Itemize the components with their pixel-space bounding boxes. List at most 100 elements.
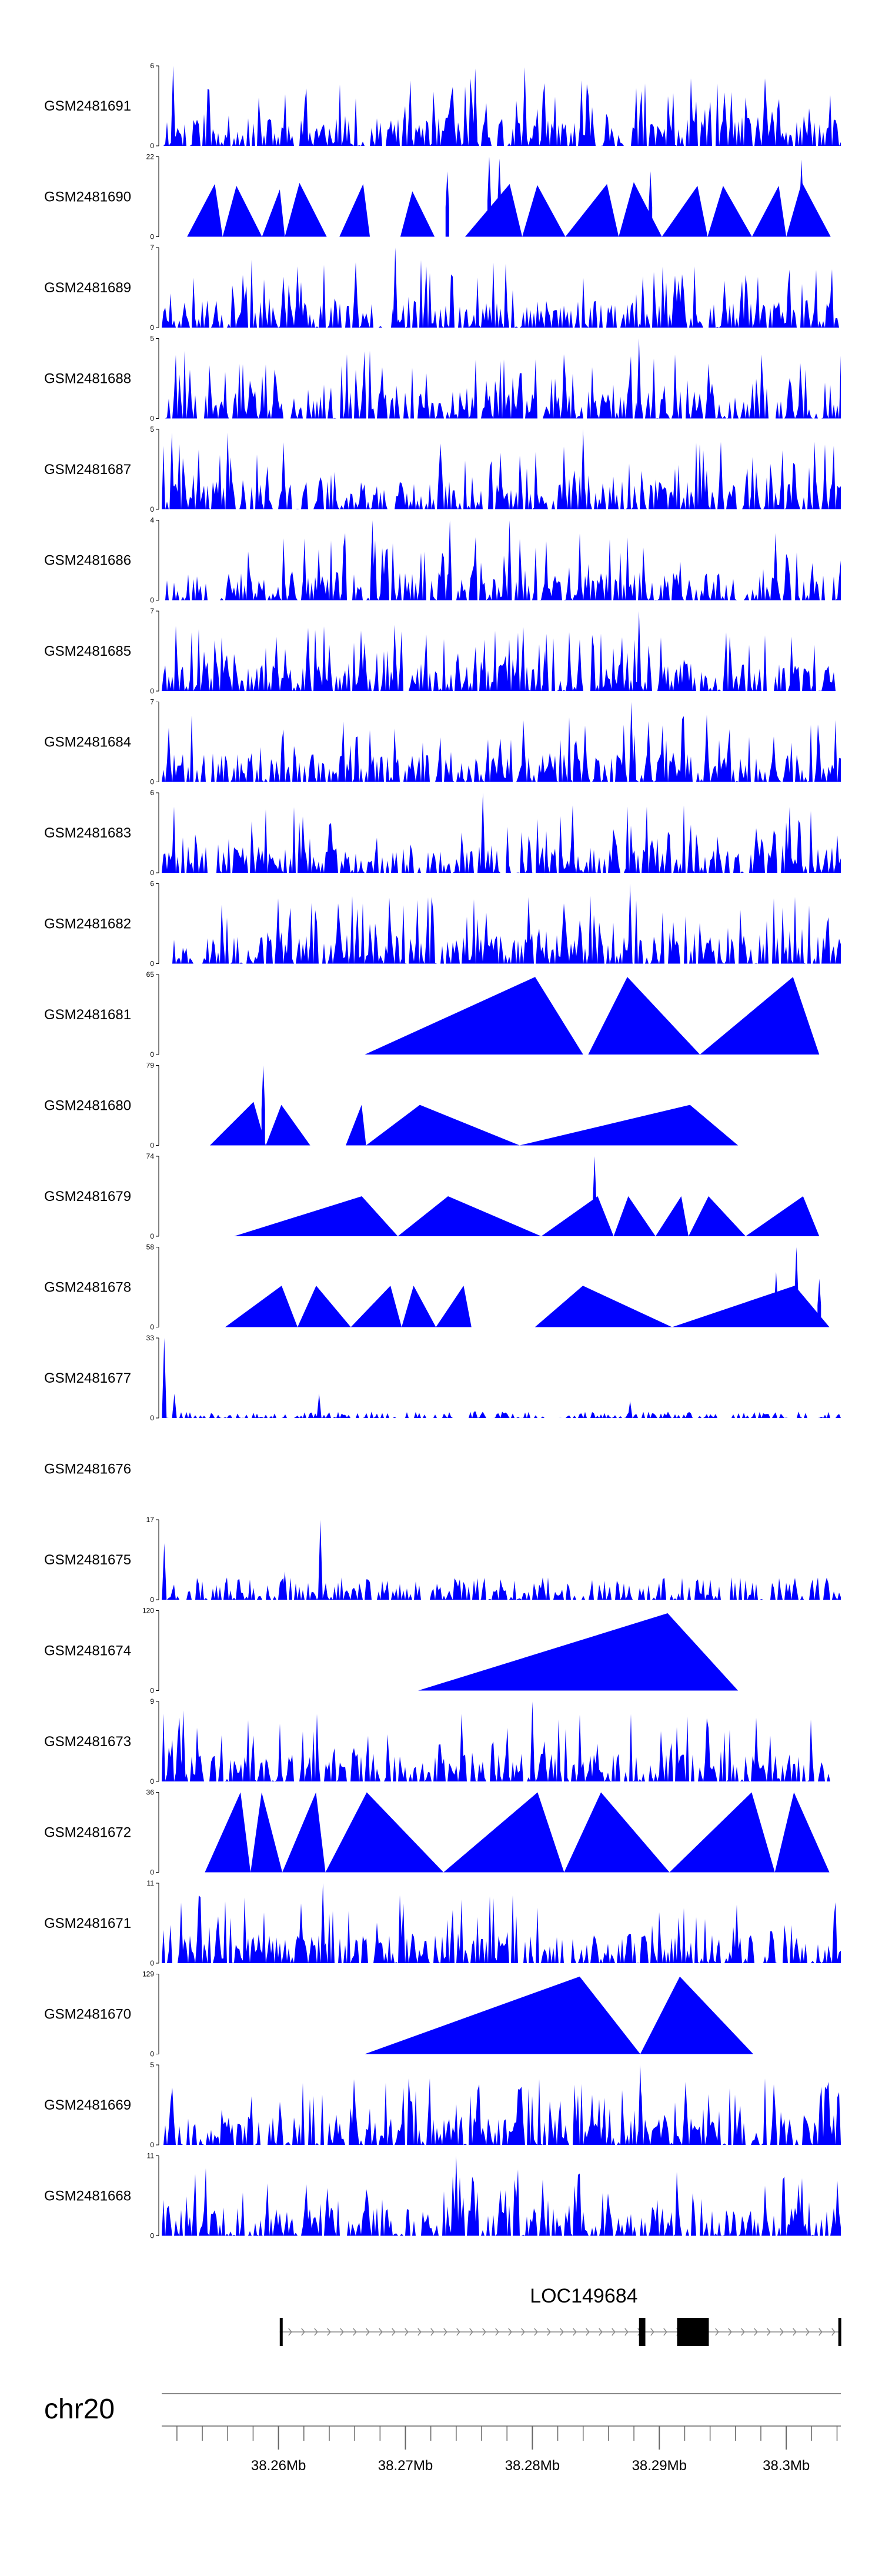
coverage-segment bbox=[564, 1792, 670, 1873]
y-tick-label-max: 58 bbox=[146, 1243, 155, 1252]
coverage-segment bbox=[746, 1196, 820, 1236]
track-label: GSM2481687 bbox=[44, 462, 131, 478]
gene-track: LOC149684 bbox=[279, 2285, 841, 2346]
coverage-peak bbox=[480, 793, 486, 873]
strand-arrow bbox=[612, 2328, 616, 2336]
coverage-peak bbox=[522, 67, 527, 146]
y-tick-label-max: 7 bbox=[150, 243, 154, 252]
y-tick-label-max: 6 bbox=[150, 62, 154, 70]
strand-arrow bbox=[818, 2328, 823, 2336]
strand-arrow bbox=[443, 2328, 447, 2336]
coverage-peak bbox=[621, 725, 626, 782]
coverage-peak bbox=[172, 1393, 177, 1418]
track-gsm2481690: GSM2481690 22 0 bbox=[44, 153, 831, 241]
coverage-segment bbox=[519, 1105, 739, 1146]
strand-arrow bbox=[327, 2328, 331, 2336]
coverage-segment bbox=[402, 1286, 436, 1327]
strand-arrow bbox=[806, 2328, 810, 2336]
track-label: GSM2481691 bbox=[44, 98, 131, 114]
strand-arrow bbox=[780, 2328, 784, 2336]
coverage-area bbox=[162, 1577, 841, 1600]
strand-arrow bbox=[340, 2328, 344, 2336]
coverage-peak bbox=[580, 429, 586, 509]
track-label: GSM2481678 bbox=[44, 1280, 131, 1296]
coverage-area bbox=[162, 351, 841, 419]
strand-arrow bbox=[586, 2328, 590, 2336]
coverage-peak bbox=[169, 432, 175, 509]
y-tick-label-min: 0 bbox=[150, 1050, 154, 1059]
strand-arrow bbox=[495, 2328, 499, 2336]
y-tick-label-min: 0 bbox=[150, 415, 154, 423]
coverage-segment bbox=[465, 183, 523, 237]
coverage-segment bbox=[565, 183, 619, 237]
y-tick-label-max: 74 bbox=[146, 1152, 155, 1160]
track-label: GSM2481686 bbox=[44, 553, 131, 569]
coverage-segment bbox=[443, 1792, 564, 1873]
strand-arrow bbox=[624, 2328, 629, 2336]
coverage-segment bbox=[205, 1792, 251, 1873]
coverage-segment bbox=[707, 185, 752, 237]
y-tick-label-max: 129 bbox=[142, 1970, 154, 1978]
coverage-area bbox=[162, 896, 841, 964]
track-gsm2481671: GSM2481671 11 0 bbox=[44, 1879, 841, 1967]
y-tick-label-max: 65 bbox=[146, 970, 155, 979]
strand-arrow bbox=[521, 2328, 525, 2336]
track-label: GSM2481670 bbox=[44, 2007, 131, 2023]
coverage-peak bbox=[544, 633, 549, 691]
coverage-peak bbox=[794, 1247, 799, 1327]
strand-arrow bbox=[728, 2328, 732, 2336]
y-tick-label-min: 0 bbox=[150, 687, 154, 695]
gene-exon bbox=[639, 2318, 646, 2346]
coverage-peak bbox=[636, 338, 642, 419]
coverage-peak bbox=[171, 66, 176, 146]
y-tick-label-min: 0 bbox=[150, 505, 154, 513]
y-tick-label-min: 0 bbox=[150, 960, 154, 968]
coverage-area bbox=[162, 715, 841, 782]
track-gsm2481673: GSM2481673 9 0 bbox=[44, 1697, 841, 1786]
track-label: GSM2481669 bbox=[44, 2097, 131, 2113]
y-tick-label-max: 5 bbox=[150, 335, 154, 343]
track-gsm2481672: GSM2481672 36 0 bbox=[44, 1788, 830, 1877]
strand-arrow bbox=[547, 2328, 551, 2336]
strand-arrow bbox=[430, 2328, 435, 2336]
strand-arrow bbox=[469, 2328, 473, 2336]
y-tick-label-min: 0 bbox=[150, 2141, 154, 2149]
track-gsm2481678: GSM2481678 58 0 bbox=[44, 1243, 830, 1332]
coverage-area bbox=[162, 533, 841, 600]
coverage-segment bbox=[222, 185, 262, 237]
axis-tick-label: 38.26Mb bbox=[251, 2458, 306, 2474]
track-label: GSM2481683 bbox=[44, 825, 131, 841]
coverage-peak bbox=[530, 1701, 535, 1781]
coverage-segment bbox=[751, 185, 787, 237]
strand-arrow bbox=[599, 2328, 603, 2336]
strand-arrow bbox=[560, 2328, 564, 2336]
coverage-segment bbox=[619, 182, 662, 237]
coverage-segment bbox=[187, 183, 223, 237]
track-label: GSM2481668 bbox=[44, 2188, 131, 2204]
coverage-peak bbox=[507, 520, 512, 600]
coverage-segment bbox=[662, 185, 708, 237]
y-tick-label-max: 5 bbox=[150, 425, 154, 433]
y-tick-label-min: 0 bbox=[150, 1142, 154, 1150]
coverage-peak bbox=[800, 159, 804, 237]
coverage-peak bbox=[162, 1543, 167, 1600]
coverage-peak bbox=[637, 2065, 643, 2145]
coverage-segment bbox=[640, 1976, 754, 2054]
coverage-area bbox=[162, 1895, 841, 1963]
coverage-segment bbox=[786, 182, 831, 237]
track-label: GSM2481684 bbox=[44, 735, 131, 750]
strand-arrow bbox=[508, 2328, 512, 2336]
coverage-segment bbox=[365, 1976, 640, 2054]
track-label: GSM2481672 bbox=[44, 1825, 131, 1841]
track-label: GSM2481685 bbox=[44, 643, 131, 659]
track-label: GSM2481679 bbox=[44, 1189, 131, 1204]
strand-arrow bbox=[353, 2328, 357, 2336]
track-gsm2481674: GSM2481674 120 0 bbox=[44, 1607, 739, 1695]
coverage-segment bbox=[774, 1792, 830, 1873]
track-label: GSM2481689 bbox=[44, 280, 131, 296]
strand-arrow bbox=[573, 2328, 577, 2336]
coverage-peak bbox=[473, 68, 478, 146]
coverage-segment bbox=[325, 1792, 444, 1873]
